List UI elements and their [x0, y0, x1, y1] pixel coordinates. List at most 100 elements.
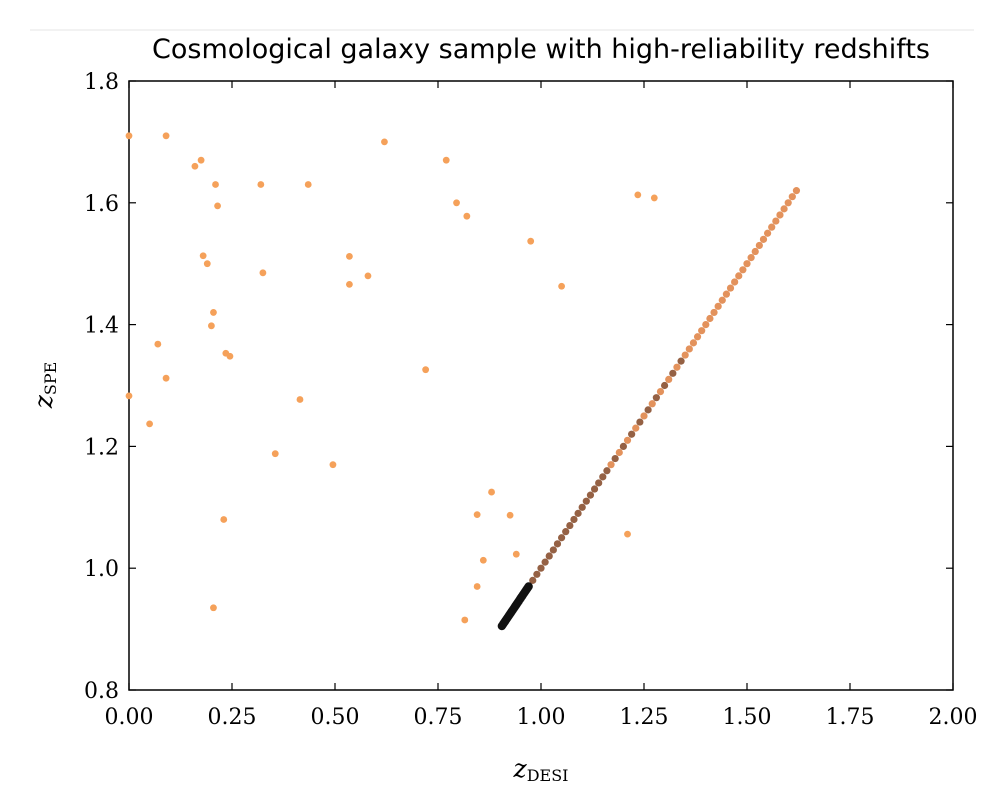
- diagonal-point: [558, 534, 566, 542]
- outlier-point: [210, 604, 217, 612]
- x-tick-label: 1.25: [620, 705, 669, 730]
- outlier-point: [125, 132, 133, 140]
- diagonal-point: [644, 406, 652, 414]
- outlier-point: [162, 374, 170, 382]
- outlier-point: [271, 450, 279, 458]
- plot-frame: [128, 80, 954, 691]
- diagonal-point: [718, 296, 726, 304]
- diagonal-point: [533, 570, 541, 578]
- diagonal-point: [541, 558, 549, 566]
- x-tick-label: 0.75: [414, 705, 463, 730]
- outlier-point: [442, 156, 450, 164]
- diagonal-point: [751, 247, 759, 256]
- outlier-point: [381, 138, 388, 146]
- diagonal-point: [677, 357, 685, 365]
- outlier-point: [479, 556, 487, 564]
- diagonal-point: [529, 576, 537, 584]
- diagonal-point: [549, 546, 557, 554]
- diagonal-point: [780, 205, 788, 213]
- diagonal-point: [545, 552, 553, 560]
- diagonal-point: [632, 424, 640, 432]
- diagonal-point: [768, 223, 776, 231]
- diagonal-point: [599, 473, 607, 481]
- y-tick-label: 1.4: [84, 314, 119, 339]
- y-axis-label: zSPE: [29, 362, 60, 410]
- y-tick-label: 1.0: [84, 557, 119, 582]
- diagonal-point: [611, 454, 619, 463]
- diagonal-point: [537, 564, 545, 572]
- diagonal-point: [731, 278, 739, 286]
- outlier-point: [296, 396, 304, 403]
- outlier-point: [304, 181, 312, 188]
- diagonal-point: [566, 521, 574, 530]
- diagonal-point: [603, 467, 611, 475]
- y-tick-label: 1.2: [84, 435, 119, 460]
- diagonal-point: [714, 302, 722, 310]
- data-points: [125, 132, 801, 631]
- diagonal-point: [788, 193, 796, 201]
- diagonal-dense-point: [524, 582, 533, 591]
- diagonal-point: [582, 497, 590, 505]
- diagonal-point: [615, 448, 623, 457]
- diagonal-point: [578, 503, 586, 511]
- outlier-point: [257, 181, 265, 188]
- diagonal-point: [669, 369, 677, 377]
- diagonal-point: [743, 260, 751, 268]
- diagonal-point: [562, 528, 570, 536]
- x-tick-label: 1.00: [517, 705, 566, 730]
- outlier-point: [210, 309, 217, 316]
- diagonal-point: [792, 187, 801, 195]
- diagonal-point: [661, 381, 669, 390]
- outlier-point: [162, 132, 170, 140]
- outlier-point: [346, 252, 353, 260]
- diagonal-point: [619, 442, 628, 450]
- diagonal-point: [623, 436, 632, 444]
- diagonal-point: [636, 418, 644, 426]
- outlier-point: [208, 322, 215, 330]
- x-tick-label: 2.00: [929, 705, 978, 730]
- diagonal-point: [776, 211, 784, 219]
- diagonal-point: [710, 308, 718, 317]
- diagonal-point: [784, 199, 792, 207]
- diagonal-point: [735, 272, 743, 280]
- diagonal-point: [590, 485, 599, 493]
- outlier-point: [226, 352, 234, 360]
- outlier-point: [214, 202, 221, 210]
- x-axis-label-sub: DESI: [527, 766, 569, 785]
- outlier-point: [634, 191, 642, 199]
- outlier-point: [650, 194, 658, 202]
- outlier-point: [154, 340, 162, 348]
- y-tick-label: 0.8: [84, 679, 119, 704]
- outlier-point: [212, 181, 219, 188]
- diagonal-point: [693, 333, 702, 341]
- outlier-point: [624, 530, 631, 538]
- outlier-point: [506, 511, 514, 519]
- x-tick-label: 0.00: [105, 705, 154, 730]
- y-tick-label: 1.6: [84, 192, 119, 217]
- diagonal-point: [665, 375, 673, 384]
- outlier-point: [461, 616, 469, 624]
- diagonal-point: [607, 461, 615, 469]
- diagonal-point: [722, 290, 731, 298]
- x-axis-label: zDESI: [513, 754, 569, 785]
- outlier-point: [473, 583, 481, 590]
- outlier-point: [191, 162, 199, 170]
- axis-ticks: 0.00 0.25 0.50 0.75 1.00 1.25 1.50 1.75 2.00 0.8 1…: [84, 70, 977, 730]
- x-axis-label-main: z: [513, 754, 528, 783]
- outlier-point: [220, 516, 228, 523]
- diagonal-point: [574, 509, 582, 517]
- outlier-point: [259, 269, 267, 277]
- diagonal-point: [698, 327, 706, 335]
- diagonal-point: [685, 345, 693, 353]
- x-tick-label: 0.25: [208, 705, 257, 730]
- chart-title: Cosmological galaxy sample with high-rel…: [152, 34, 930, 65]
- outlier-point: [473, 511, 481, 519]
- diagonal-point: [739, 266, 747, 274]
- diagonal-point: [652, 394, 660, 402]
- outlier-point: [203, 260, 211, 268]
- outlier-point: [346, 281, 353, 288]
- diagonal-point: [570, 515, 578, 524]
- diagonal-point: [689, 339, 698, 347]
- outlier-point: [329, 461, 337, 469]
